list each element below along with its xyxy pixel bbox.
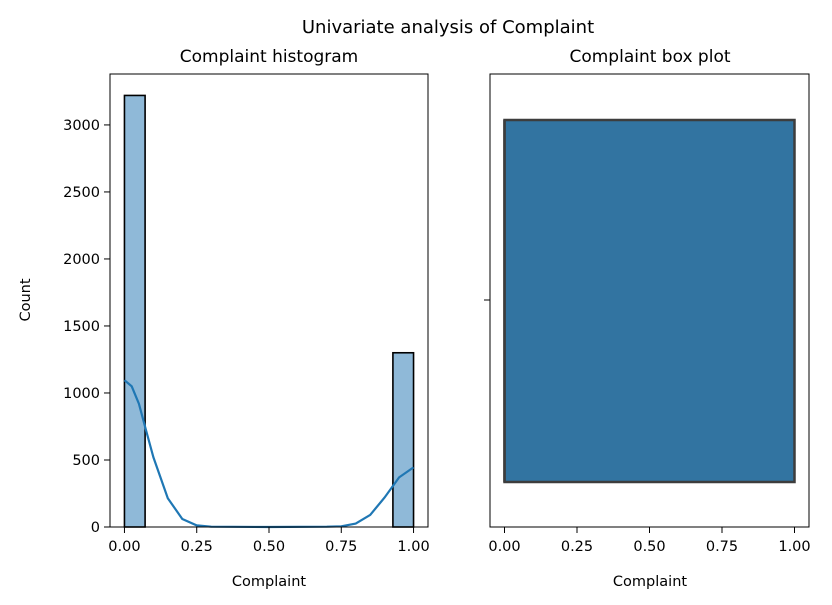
histogram-y-ticks: 0 500 1000 1500 2000 2500 3000 [63, 118, 110, 536]
histogram-chart: Complaint histogram 0.00 0.25 0.50 0.75 1.00… [18, 47, 430, 590]
histogram-bar-1 [392, 351, 415, 528]
boxplot-chart: Complaint box plot 0.00 0.25 0.50 0.75 1.00 … [484, 47, 811, 590]
histogram-axes-frame [109, 73, 429, 528]
histogram-y-tick-label: 2000 [63, 252, 100, 268]
histogram-x-ticks: 0.00 0.25 0.50 0.75 1.00 [108, 527, 430, 555]
histogram-x-label: Complaint [232, 574, 306, 590]
histogram-y-label: Count [18, 278, 34, 321]
histogram-y-tick-label: 1500 [63, 319, 100, 335]
histogram-y-tick-label: 1000 [63, 386, 100, 402]
histogram-y-tick-label: 3000 [63, 118, 100, 134]
boxplot-x-ticks: 0.00 0.25 0.50 0.75 1.00 [488, 527, 811, 555]
histogram-title: Complaint histogram [180, 47, 359, 67]
boxplot-x-tick-label: 0.25 [561, 539, 593, 555]
histogram-x-tick-label: 0.50 [253, 539, 285, 555]
boxplot-x-label: Complaint [613, 574, 687, 590]
boxplot-x-tick-label: 1.00 [778, 539, 810, 555]
box-rect [503, 118, 796, 484]
figure-suptitle: Univariate analysis of Complaint [302, 17, 594, 38]
histogram-x-tick-label: 0.25 [181, 539, 213, 555]
boxplot-title: Complaint box plot [569, 47, 730, 67]
histogram-y-tick-label: 0 [91, 520, 100, 536]
histogram-y-tick-label: 500 [72, 453, 100, 469]
histogram-x-tick-label: 1.00 [397, 539, 429, 555]
boxplot-x-tick-label: 0.75 [706, 539, 738, 555]
histogram-x-tick-label: 0.00 [108, 539, 140, 555]
histogram-x-tick-label: 0.75 [325, 539, 357, 555]
kde-line [123, 379, 415, 529]
histogram-bars [123, 94, 415, 528]
boxplot-x-tick-label: 0.50 [633, 539, 665, 555]
boxplot-x-tick-label: 0.00 [488, 539, 520, 555]
histogram-bar-0 [123, 94, 146, 528]
histogram-y-tick-label: 2500 [63, 185, 100, 201]
